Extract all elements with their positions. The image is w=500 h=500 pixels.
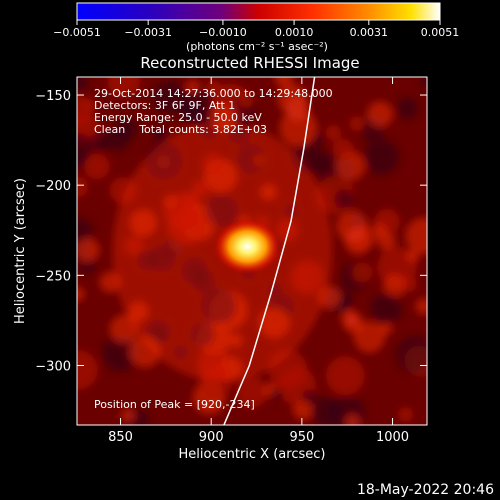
annotation-detectors: Detectors: 3F 6F 9F, Att 1: [94, 99, 235, 112]
y-tick-label: −250: [35, 269, 71, 284]
colorbar-tick-label: 0.0051: [421, 26, 460, 39]
colorbar-tick-label: −0.0051: [53, 26, 101, 39]
colorbar-tick-label: 0.0010: [275, 26, 314, 39]
y-axis-ticks: −150 −200 −250 −300: [35, 89, 427, 374]
x-axis-ticks: 850 900 950 1000: [108, 77, 409, 445]
colorbar-tick-label: 0.0031: [350, 26, 389, 39]
colorbar-tick-label: −0.0031: [124, 26, 172, 39]
colorbar-tick-label: −0.0010: [199, 26, 247, 39]
timestamp: 18-May-2022 20:46: [357, 482, 494, 498]
plot-frame: [76, 76, 428, 426]
y-tick-label: −150: [35, 89, 71, 104]
annotation-peak-position: Position of Peak = [920,-234]: [94, 398, 255, 411]
colorbar-unit-label: (photons cm⁻² s⁻¹ asec⁻²): [186, 40, 328, 53]
x-axis-label: Heliocentric X (arcsec): [179, 447, 326, 462]
colorbar: [76, 2, 441, 21]
x-tick-label: 900: [199, 430, 224, 445]
solar-limb-line: [223, 77, 316, 425]
x-tick-label: 850: [108, 430, 133, 445]
y-tick-label: −200: [35, 179, 71, 194]
annotation-energy-range: Energy Range: 25.0 - 50.0 keV: [94, 111, 262, 124]
annotation-time-range: 29-Oct-2014 14:27:36.000 to 14:29:48.000: [94, 87, 333, 100]
colorbar-ticks: −0.0051 −0.0031 −0.0010 0.0010 0.0031 0.0051: [53, 20, 459, 39]
y-axis-label: Heliocentric Y (arcsec): [13, 178, 28, 324]
peak-source: [213, 218, 282, 275]
annotation-clean-counts: Clean Total counts: 3.82E+03: [94, 123, 267, 136]
y-tick-label: −300: [35, 359, 71, 374]
x-tick-label: 950: [289, 430, 314, 445]
x-tick-label: 1000: [376, 430, 409, 445]
plot-image: [77, 77, 427, 425]
chart-title: Reconstructed RHESSI Image: [140, 54, 359, 72]
